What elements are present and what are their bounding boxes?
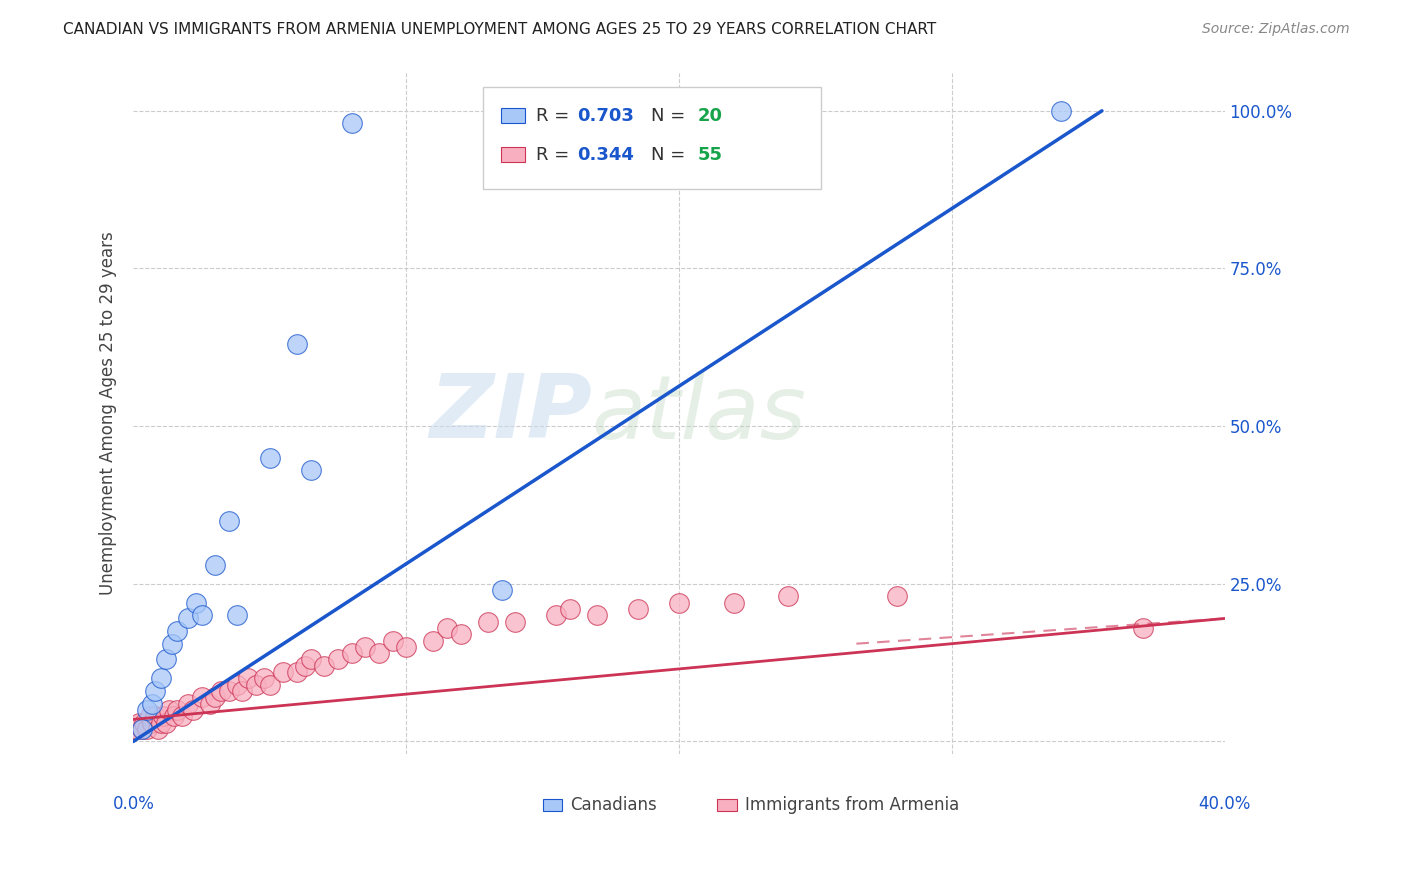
Point <box>149 672 172 686</box>
Point <box>184 596 207 610</box>
FancyBboxPatch shape <box>482 87 821 189</box>
Point <box>190 608 212 623</box>
Point <box>204 690 226 705</box>
Point <box>157 703 180 717</box>
Text: N =: N = <box>651 107 690 125</box>
Point <box>1132 621 1154 635</box>
Point <box>285 337 308 351</box>
Text: R =: R = <box>536 145 575 164</box>
Text: CANADIAN VS IMMIGRANTS FROM ARMENIA UNEMPLOYMENT AMONG AGES 25 TO 29 YEARS CORRE: CANADIAN VS IMMIGRANTS FROM ARMENIA UNEM… <box>63 22 936 37</box>
Point <box>436 621 458 635</box>
Point <box>326 652 349 666</box>
Point <box>131 722 153 736</box>
Text: ZIP: ZIP <box>429 370 592 457</box>
Point <box>143 709 166 723</box>
FancyBboxPatch shape <box>501 109 524 123</box>
Point <box>314 658 336 673</box>
Point <box>166 703 188 717</box>
Point <box>273 665 295 679</box>
Point <box>395 640 418 654</box>
Text: 55: 55 <box>697 145 723 164</box>
Point <box>505 615 527 629</box>
Point <box>138 709 160 723</box>
Point <box>155 715 177 730</box>
Point <box>134 715 156 730</box>
Y-axis label: Unemployment Among Ages 25 to 29 years: Unemployment Among Ages 25 to 29 years <box>100 232 117 595</box>
FancyBboxPatch shape <box>717 799 737 811</box>
Point <box>668 596 690 610</box>
Point <box>546 608 568 623</box>
Point <box>155 652 177 666</box>
Point <box>166 624 188 638</box>
Point <box>236 672 259 686</box>
Point <box>141 697 163 711</box>
Point <box>354 640 377 654</box>
Point <box>131 722 153 736</box>
Point <box>450 627 472 641</box>
Point <box>218 514 240 528</box>
Point <box>367 646 389 660</box>
Point <box>299 463 322 477</box>
Point <box>422 633 444 648</box>
Point <box>259 678 281 692</box>
Point <box>136 703 159 717</box>
Point <box>340 646 363 660</box>
Point <box>558 602 581 616</box>
Point <box>886 590 908 604</box>
Point <box>136 722 159 736</box>
FancyBboxPatch shape <box>501 147 524 162</box>
Point <box>627 602 650 616</box>
Text: 0.344: 0.344 <box>578 145 634 164</box>
Text: 0.703: 0.703 <box>578 107 634 125</box>
Text: 20: 20 <box>697 107 723 125</box>
Text: Canadians: Canadians <box>569 797 657 814</box>
Point <box>299 652 322 666</box>
Point <box>340 116 363 130</box>
Point <box>253 672 276 686</box>
Point <box>723 596 745 610</box>
Point <box>183 703 205 717</box>
Point <box>381 633 404 648</box>
Text: 40.0%: 40.0% <box>1198 795 1251 813</box>
Point <box>226 678 249 692</box>
Point <box>226 608 249 623</box>
Point <box>778 590 800 604</box>
Point <box>125 722 148 736</box>
Point <box>149 715 172 730</box>
Point <box>586 608 609 623</box>
Point <box>177 611 200 625</box>
Point <box>491 583 513 598</box>
Text: N =: N = <box>651 145 690 164</box>
Point <box>122 722 145 736</box>
Point <box>152 709 174 723</box>
Point <box>231 684 253 698</box>
Point <box>1050 103 1073 118</box>
Text: Source: ZipAtlas.com: Source: ZipAtlas.com <box>1202 22 1350 37</box>
Point <box>172 709 194 723</box>
Point <box>259 450 281 465</box>
Point <box>198 697 221 711</box>
Point <box>285 665 308 679</box>
Point <box>204 558 226 572</box>
Point <box>163 709 186 723</box>
Point <box>160 637 183 651</box>
Point <box>245 678 267 692</box>
Point <box>177 697 200 711</box>
FancyBboxPatch shape <box>543 799 562 811</box>
Text: Immigrants from Armenia: Immigrants from Armenia <box>745 797 959 814</box>
Point <box>477 615 499 629</box>
Point <box>190 690 212 705</box>
Text: 0.0%: 0.0% <box>112 795 155 813</box>
Text: R =: R = <box>536 107 575 125</box>
Point <box>128 715 150 730</box>
Point <box>294 658 316 673</box>
Point <box>141 715 163 730</box>
Point <box>218 684 240 698</box>
Point <box>143 684 166 698</box>
Text: atlas: atlas <box>592 370 807 457</box>
Point <box>209 684 232 698</box>
Point <box>146 722 169 736</box>
